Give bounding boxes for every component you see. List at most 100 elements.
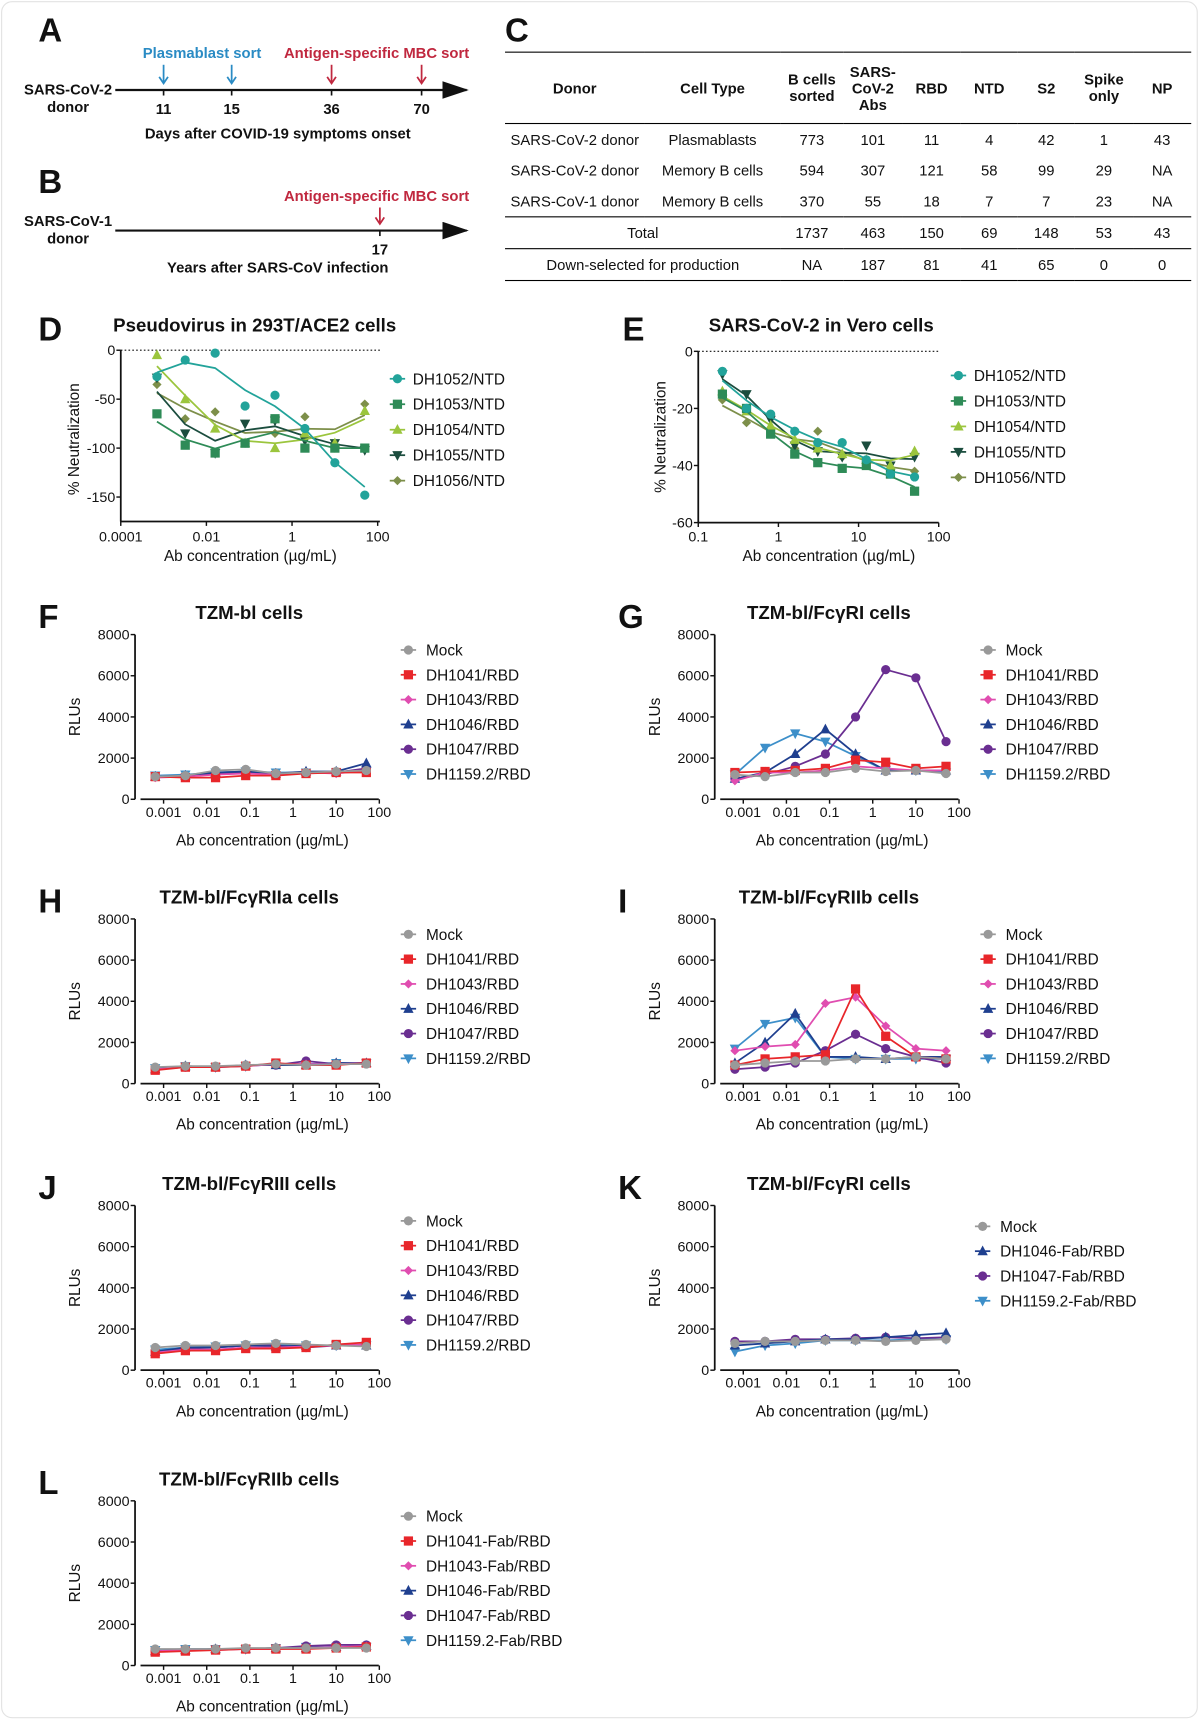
x-tick-label: 10 [328,1671,344,1687]
chart-title: TZM-bl/FcγRI cells [747,1173,911,1194]
timeline-tick: 17 [372,243,388,259]
column-header-text: Cell Type [680,79,745,97]
legend-label: DH1047-Fab/RBD [1000,1268,1125,1285]
x-tick-label: 100 [367,1376,391,1392]
mbc-sort-label: Antigen-specific MBC sort [284,189,469,205]
x-tick-label: 1 [869,1089,877,1105]
table-cell: Memory B cells [661,161,764,179]
y-tick-label: -40 [672,458,693,474]
panel-b-timeline: B SARS-CoV-1 donor Antigen-specific MBC … [24,163,469,276]
data-point [270,390,280,400]
data-point [331,766,341,777]
data-point [850,1054,861,1064]
data-point [766,409,776,419]
x-tick-label: 0.01 [193,1671,221,1687]
y-axis-label: % Neutralization [66,383,83,495]
y-tick-label: 8000 [677,628,709,644]
legend-marker-diamond-icon [403,1561,414,1571]
legend-label: DH1041/RBD [426,952,519,969]
data-point [861,455,871,465]
series-line [734,1332,947,1347]
legend-marker-circle-icon [392,374,403,384]
data-point [850,1029,861,1039]
column-header: NTD [960,51,1018,125]
table-header-row: Donor Cell Type B cells sorted SARS- CoV-2 Abs… [505,51,1192,125]
chart-title: TZM-bl cells [195,602,303,623]
legend-item: DH1041/RBD [400,1238,519,1255]
data-point [180,1346,190,1356]
column-header-text: Abs [858,96,887,113]
y-tick-label: 8000 [677,1198,709,1214]
table-cell: Down-selected for production [505,248,781,282]
data-point [820,749,831,759]
y-tick-label: 2000 [677,1322,709,1338]
legend-marker-circle-icon [403,744,414,754]
chart-title: TZM-bl/FcγRIIa cells [160,887,339,908]
legend-marker-square-icon [983,954,993,964]
x-tick-label: 0.01 [193,1376,221,1392]
x-tick-label: 0.001 [725,1089,761,1105]
chart-title: TZM-bl/FcγRI cells [747,602,911,623]
table-cell: 594 [799,161,825,179]
panel-label-c: C [505,12,529,49]
x-tick-label: 100 [947,1089,971,1105]
legend-marker-triangle-up-icon [953,420,964,431]
table-cell: 121 [919,161,944,179]
panel-label: I [618,882,627,919]
plasmablast-sort-label: Plasmablast sort [143,46,262,62]
data-point [813,426,823,436]
legend-label: DH1053/NTD [974,393,1066,410]
x-tick-label: 0.001 [146,1089,182,1105]
data-point [837,438,847,448]
y-tick-label: 6000 [98,1535,130,1551]
legend-label: DH1041/RBD [426,667,519,684]
table-cell: 43 [1133,216,1192,249]
data-point [820,1050,831,1060]
x-tick-label: 10 [908,805,924,821]
y-tick-label: 6000 [677,953,709,969]
data-point [730,1060,740,1070]
x-tick-label: 0.01 [193,529,221,545]
legend-label: DH1159.2/RBD [1006,1051,1111,1068]
legend-label: DH1159.2-Fab/RBD [426,1633,562,1650]
data-point [270,414,280,424]
legend-label: DH1046/RBD [426,717,519,734]
data-point [741,403,752,414]
down-selected-row: Down-selected for production NA 187 81 41 65 0… [505,248,1192,282]
legend-label: DH1047/RBD [1006,1026,1099,1043]
data-point [239,419,251,430]
table-cell: 101 [860,131,886,148]
legend-label: DH1046/RBD [1006,717,1099,734]
legend-item: DH1047-Fab/RBD [400,1608,551,1625]
table-cell: 11 [923,131,940,148]
x-axis-label: Ab concentration (µg/mL) [164,548,337,565]
x-tick-label: 1 [869,1376,877,1392]
data-point [209,422,221,433]
y-tick-label: -20 [672,401,693,417]
x-tick-label: 0.01 [193,1089,221,1105]
x-tick-label: 0.1 [688,529,708,545]
y-tick-label: 4000 [98,1576,130,1592]
y-tick-label: 0 [122,1658,130,1674]
data-point [850,712,861,722]
legend-item: DH1041/RBD [980,952,1099,969]
data-point [180,770,190,781]
data-point [331,1059,341,1069]
x-tick-label: 100 [927,529,951,545]
data-point [241,770,251,781]
data-point [881,1336,891,1346]
arrow-down-icon [416,64,427,86]
data-point [241,1060,251,1070]
x-tick-label: 0.001 [725,1376,761,1392]
x-tick-label: 100 [367,1671,391,1687]
x-tick-label: 1 [289,1671,297,1687]
table-row: SARS-CoV-2 donor Plasmablasts 773 101 11 4 42 1… [505,124,1191,155]
series-line [155,1647,367,1650]
column-header-text: only [1088,87,1120,105]
legend-marker-square-icon [392,399,403,409]
legend-label: DH1159.2/RBD [426,767,531,784]
y-axis-label: RLUs [647,697,664,736]
data-point [790,449,800,459]
data-point [789,434,800,444]
table-cell: 42 [1038,131,1055,148]
